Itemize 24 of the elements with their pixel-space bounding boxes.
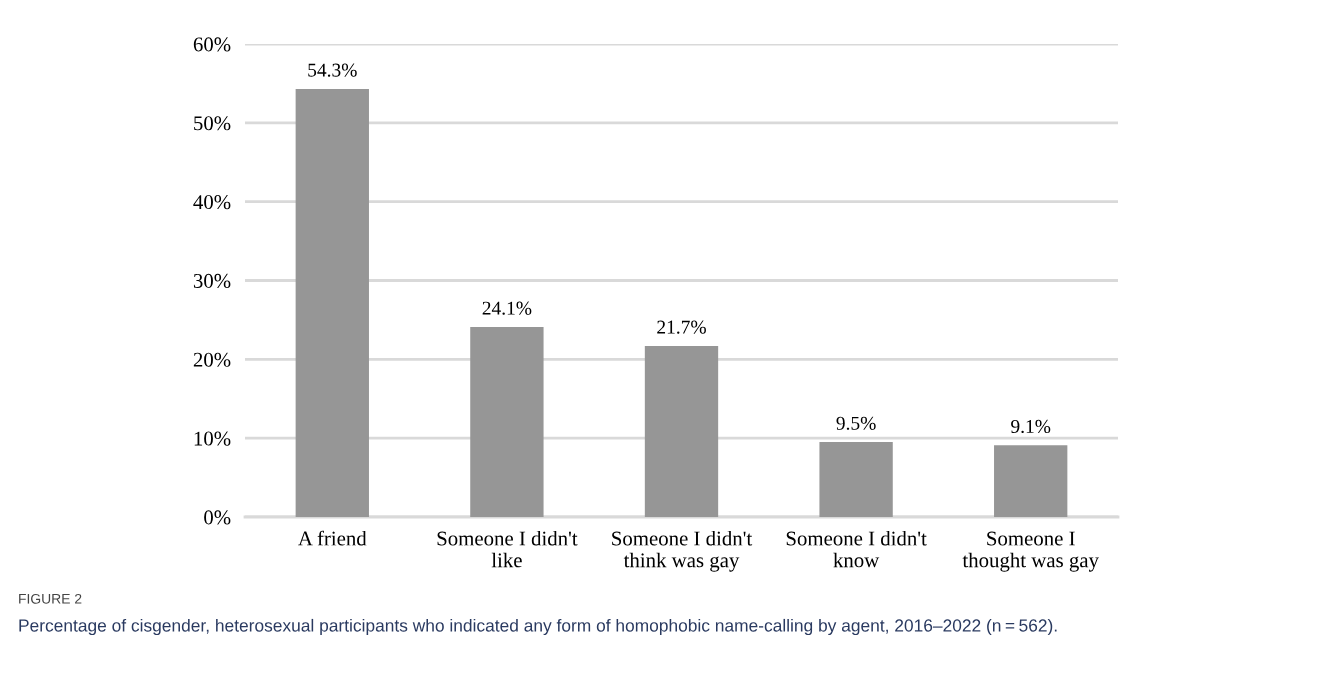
bar (470, 327, 544, 517)
data-label: 9.5% (836, 416, 876, 430)
bar (994, 445, 1068, 517)
y-tick-label: 20% (193, 352, 231, 367)
y-tick-label: 60% (193, 37, 231, 52)
data-label: 24.1% (482, 301, 532, 315)
x-tick-label: Someone I didn't know (786, 530, 927, 568)
y-tick-label: 10% (194, 431, 231, 446)
data-label: 54.3% (308, 63, 357, 77)
caption: FIGURE 2 (19, 593, 82, 604)
y-tick-label: 40% (193, 195, 231, 210)
x-tick-label: Someone I thought was gay (962, 531, 1099, 572)
x-tick-label: A friend (298, 530, 367, 546)
x-tick-label: Someone I didn't like (437, 530, 578, 568)
x-tick-label: Someone I didn't think was gay (612, 530, 753, 572)
y-tick-label: 0% (204, 510, 231, 525)
bar (295, 88, 369, 517)
data-label: 9.1% (1011, 419, 1051, 434)
data-label: 21.7% (657, 320, 706, 334)
bar (819, 442, 893, 517)
bar (644, 345, 719, 517)
text: Percentage of cisgender, heterosexual participants who indicated any form of homophobic name-calling by agent, 2016–2022 (n = 562). (19, 618, 1057, 636)
y-tick-label: 50% (194, 116, 231, 131)
y-tick-label: 30% (193, 273, 231, 288)
